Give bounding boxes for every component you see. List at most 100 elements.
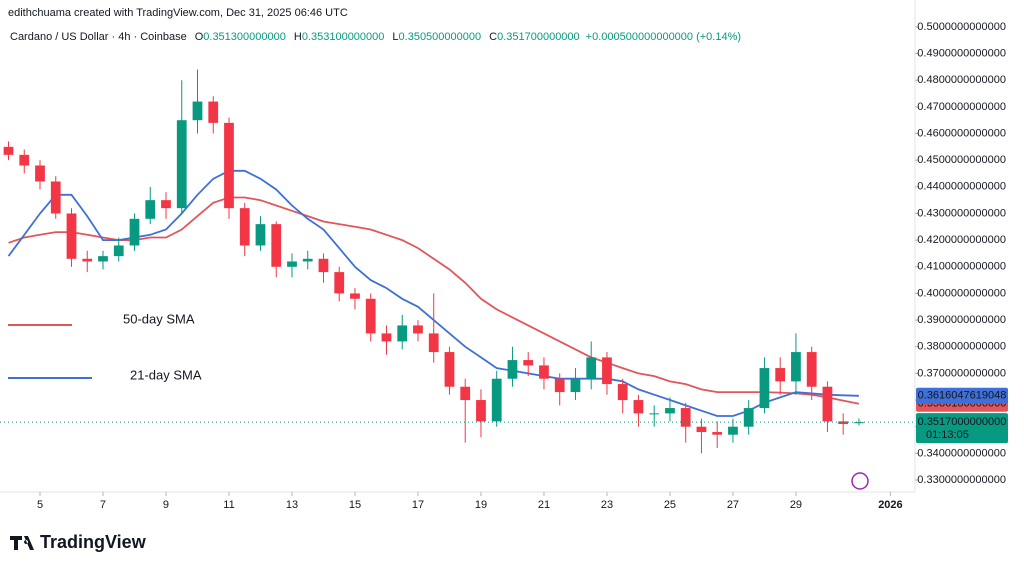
y-tick-label: 0.4700000000000 [917,101,1006,113]
x-tick-label: 17 [412,499,424,511]
candle-body [129,218,140,246]
candle-body [271,224,282,267]
candle-body [586,357,597,379]
x-tick-label: 23 [601,499,613,511]
candle-body [82,258,93,262]
candle-body [665,408,675,414]
y-tick-label: 0.4800000000000 [917,74,1006,86]
candle-body [759,368,770,409]
candle-body [696,426,707,433]
candle-body [145,200,156,219]
candle-body [491,378,502,422]
replay-circle[interactable] [851,472,869,490]
candle-body [460,386,471,401]
candle-body [365,298,376,334]
replay-icon[interactable] [851,472,869,490]
y-tick-label: 0.4900000000000 [917,47,1006,59]
candle-body [350,293,360,299]
x-tick-label: 25 [664,499,676,511]
x-tick-label: 15 [349,499,361,511]
x-tick-label: 7 [100,499,106,511]
sma-line [8,196,860,405]
ohlc-value: 0.350500000000 [399,31,482,43]
ohlc-key: H [294,31,302,43]
logo-text: TradingView [40,532,147,552]
candle-body [239,208,250,246]
y-tick-label: 0.5000000000000 [917,21,1006,33]
y-tick-label: 0.4400000000000 [917,181,1006,193]
candle-body [476,400,486,422]
ohlc-key: L [392,31,398,43]
chart-header: Cardano / US Dollar · 4h · Coinbase O0.35… [10,31,741,43]
price-box [916,387,1008,404]
candle-body [570,378,581,393]
candle-body [633,400,644,414]
candle-body [428,333,439,353]
candle-body [334,272,345,294]
y-tick-label: 0.4600000000000 [917,127,1006,139]
symbol-title: Cardano / US Dollar · 4h · Coinbase [10,31,187,43]
candle-body [602,357,612,385]
candle-body [66,213,77,259]
legend-label: 21-day SMA [130,367,202,382]
x-tick-label: 21 [538,499,550,511]
candle-body [507,360,518,379]
candle-body [318,258,329,273]
x-tick-label: 19 [475,499,487,511]
candle-body [775,368,786,382]
y-tick-label: 0.4300000000000 [917,207,1006,219]
y-tick-label: 0.3800000000000 [917,341,1006,353]
candle-body [397,325,408,342]
x-tick-label: 27 [727,499,739,511]
current-price-label: 0.3517000000000 [918,416,1007,428]
x-tick-label: 9 [163,499,169,511]
candle-body [176,120,187,209]
candle-body [255,224,266,246]
y-tick-label: 0.3900000000000 [917,314,1006,326]
legend-label: 50-day SMA [123,311,195,326]
y-tick-label: 0.3700000000000 [917,367,1006,379]
attribution: edithchuama created with TradingView.com… [8,7,348,19]
y-tick-label: 0.3400000000000 [917,447,1006,459]
y-tick-label: 0.4100000000000 [917,261,1006,273]
current-price-box [916,413,1008,444]
candle-body [381,333,392,342]
y-tick-label: 0.4500000000000 [917,154,1006,166]
x-tick-label: 29 [790,499,802,511]
logo: TradingView [10,532,147,552]
candle-body [822,386,833,422]
candle-body [161,200,171,209]
y-tick-label: 0.3300000000000 [917,474,1006,486]
candle-body [302,258,313,262]
candle-body [838,421,849,425]
candle-body [19,154,30,166]
candle-body [854,422,864,424]
change: +0.000500000000000 (+0.14%) [586,31,741,43]
candle-body [743,408,754,427]
candle-body [444,352,455,387]
candle-body [113,245,124,257]
candle-body [208,101,219,123]
candle-body [791,352,801,382]
x-tick-label: 2026 [878,499,902,511]
candle-body [554,378,565,393]
candle-body [539,365,549,379]
y-tick-label: 0.4000000000000 [917,287,1006,299]
ohlc-value: 0.351700000000 [497,31,580,43]
candle-body [728,426,738,435]
candle-body [806,352,817,387]
candle-body [649,413,660,415]
ohlc-value: 0.353100000000 [302,31,385,43]
candle-body [680,408,691,427]
candle-body [50,181,61,214]
candle-body [712,432,723,435]
countdown: 01:13:05 [926,429,969,441]
candle-body [287,261,297,267]
x-tick-label: 13 [286,499,298,511]
candle-body [224,122,234,209]
ohlc-value: 0.351300000000 [203,31,286,43]
ohlc-key: O [195,31,204,43]
candle-body [523,360,534,366]
